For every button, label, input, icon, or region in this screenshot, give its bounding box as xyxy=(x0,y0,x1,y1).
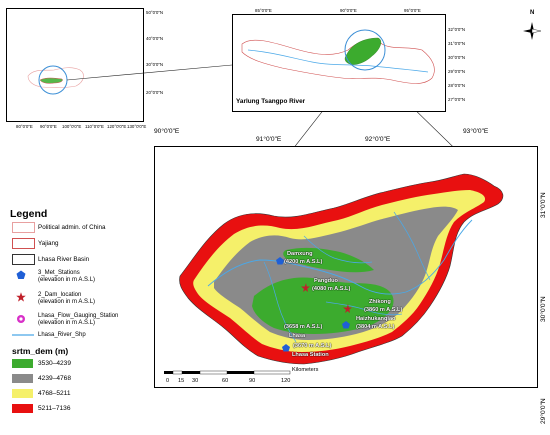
legend-sublabel-gauging: (elevation in m A.S.L) xyxy=(38,320,96,326)
dem-swatch-yellow xyxy=(12,389,33,398)
lhasa-river-tributary xyxy=(325,301,403,316)
dem-label: 3530–4239 xyxy=(38,360,72,367)
dem-label: 4768–5211 xyxy=(38,390,71,397)
inset-world-y-tick: 30°0'0"N xyxy=(146,62,164,67)
scale-tick: 0 xyxy=(166,378,170,384)
lhasa-river-tributary xyxy=(393,211,431,281)
station-label-lhasa-station: Lhasa Station xyxy=(292,352,329,358)
station-label-pangduo: Pangduo xyxy=(314,278,338,284)
main-y-tick: 29°0'0"N xyxy=(540,398,547,424)
inset-yajiang-graphic xyxy=(241,29,435,84)
inset-world-x-tick: 90°0'0"E xyxy=(40,124,57,129)
station-elev-pangduo: (4080 m A.S.L) xyxy=(312,286,351,292)
yajiang-boundary xyxy=(241,39,435,84)
dem-swatch-red xyxy=(12,404,33,413)
lhasa-basin-outline xyxy=(179,173,504,365)
dem-label: 4239–4768 xyxy=(38,375,72,382)
station-label-haizhukanqiao: Haizhukanqiao xyxy=(356,316,396,322)
scale-bar xyxy=(164,370,291,375)
met-station-zhikong-icon xyxy=(343,304,352,313)
yajiang-small xyxy=(39,77,63,84)
lhasa-basin-green-valley xyxy=(283,247,374,273)
inset-world-x-tick: 120°0'0"E xyxy=(107,124,127,129)
legend-sublabel-dam: (elevation in m A.S.L) xyxy=(38,299,96,305)
north-arrow-icon xyxy=(523,22,542,40)
scale-tick: 60 xyxy=(222,378,229,384)
inset-yajiang-x-tick: 95°0'0"E xyxy=(404,8,421,13)
met-station-pangduo-icon xyxy=(301,283,310,292)
dem-swatch-green xyxy=(12,359,33,368)
inset-yajiang-y-tick: 30°0'0"N xyxy=(448,55,466,60)
lhasa-river-tributary xyxy=(263,261,297,343)
legend-swatch-yajiang xyxy=(12,238,35,249)
inset-yajiang-y-tick: 32°0'0"N xyxy=(448,27,466,32)
lhasa-basin-green-zone xyxy=(252,277,394,334)
circle-icon xyxy=(17,315,25,323)
station-label-zhikong: Zhikong xyxy=(369,299,391,305)
river-line-icon xyxy=(12,334,34,336)
dem-legend-title: srtm_dem (m) xyxy=(12,346,69,356)
legend-swatch-political xyxy=(12,222,35,233)
legend-label-yajiang: Yajiang xyxy=(38,240,59,247)
legend-sublabel-met-stations: (elevation in m A.S.L) xyxy=(38,277,96,283)
inset-yajiang-highlight-circle xyxy=(344,29,386,71)
station-label-damxung: Damxung xyxy=(287,251,313,257)
yajiang-river-label: Yarlung Tsangpo River xyxy=(236,98,306,105)
station-elev-3658: (3658 m A.S.L) xyxy=(284,324,323,330)
north-arrow-letter: N xyxy=(530,10,535,16)
station-elev-damxung: (4200 m A.S.L) xyxy=(284,259,323,265)
main-x-tick: 90°0'0"E xyxy=(154,128,180,135)
inset-world-y-tick: 20°0'0"N xyxy=(146,90,164,95)
dem-label: 5211–7136 xyxy=(38,405,71,412)
legend-label-political: Political admin. of China xyxy=(38,224,106,231)
dem-swatch-grey xyxy=(12,374,33,383)
inset-yajiang-y-tick: 29°0'0"N xyxy=(448,69,466,74)
station-elev-zhikong: (3860 m A.S.L) xyxy=(364,307,403,313)
inset-world-y-tick: 40°0'0"N xyxy=(146,36,164,41)
met-station-haizhukanqiao-icon xyxy=(342,321,350,329)
inset-world-y-tick: 50°0'0"N xyxy=(146,10,164,15)
scale-tick: 90 xyxy=(249,378,256,384)
legend-label-gauging: Lhasa_Flow_Gauging_Station xyxy=(38,313,119,319)
main-x-tick: 92°0'0"E xyxy=(365,136,391,143)
legend-label-lhasa-basin: Lhasa River Basin xyxy=(38,256,90,263)
inset-yajiang-y-tick: 28°0'0"N xyxy=(448,83,466,88)
inset-yajiang-y-tick: 31°0'0"N xyxy=(448,41,466,46)
legend-swatch-lhasa-basin xyxy=(12,254,35,265)
main-x-tick: 91°0'0"E xyxy=(256,136,282,143)
scale-bar-unit: Kilometers xyxy=(292,367,319,373)
legend-label-dam: 2_Dam_location xyxy=(38,292,82,298)
inset-yajiang-x-tick: 85°0'0"E xyxy=(255,8,272,13)
lhasa-river-main xyxy=(207,219,473,295)
lhasa-river-tributary xyxy=(303,235,373,264)
inset-world-x-tick: 100°0'0"E xyxy=(62,124,82,129)
inset-world-x-tick: 110°0'0"E xyxy=(85,124,104,129)
legend-label-river: Lhasa_River_Shp xyxy=(38,332,86,338)
inset-yajiang-map xyxy=(232,14,446,112)
scale-tick: 15 xyxy=(178,378,185,384)
inset-world-x-tick: 130°0'0"E xyxy=(127,124,147,129)
station-label-lhasa: Lhasa xyxy=(289,333,306,339)
station-elev-haizhukanqiao: (3804 m A.S.L) xyxy=(356,324,395,330)
pentagon-icon xyxy=(16,270,26,279)
main-y-tick: 30°0'0"N xyxy=(540,296,547,322)
star-icon xyxy=(16,292,26,302)
main-y-tick: 31°0'0"N xyxy=(540,192,547,218)
main-map-graphic xyxy=(179,173,504,365)
met-station-damxung-icon xyxy=(276,257,284,265)
inset-world-map xyxy=(6,8,144,122)
inset-yajiang-y-tick: 27°0'0"N xyxy=(448,97,466,102)
station-elev-lhasa: (3670 m A.S.L) xyxy=(293,343,332,349)
met-station-lhasa-icon xyxy=(282,344,290,352)
inset-yajiang-x-tick: 90°0'0"E xyxy=(340,8,357,13)
inset-world-x-tick: 80°0'0"E xyxy=(16,124,33,129)
scale-tick: 120 xyxy=(281,378,291,384)
legend-label-met-stations: 3_Met_Stations xyxy=(38,270,80,276)
yajiang-river xyxy=(247,49,429,73)
lhasa-basin-green xyxy=(344,37,382,65)
china-outline xyxy=(27,67,84,88)
main-x-tick: 93°0'0"E xyxy=(463,128,489,135)
scale-tick: 30 xyxy=(192,378,199,384)
legend-title: Legend xyxy=(10,208,48,220)
